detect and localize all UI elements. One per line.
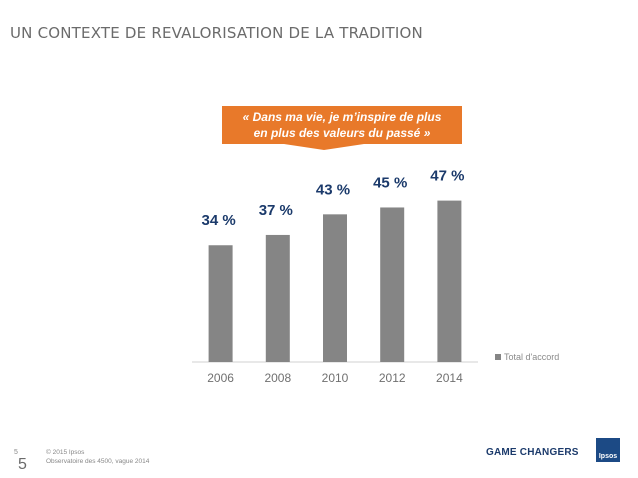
x-tick-label-2012: 2012 [379, 371, 406, 385]
bar-2008 [265, 234, 290, 362]
source-text: Observatoire des 4500, vague 2014 [46, 458, 150, 465]
ipsos-logo: Ipsos [596, 438, 620, 462]
data-label-2008: 37 % [259, 202, 293, 219]
x-tick-label-2010: 2010 [322, 371, 349, 385]
quote-line-2: en plus des valeurs du passé » [253, 126, 431, 140]
chart-legend: Total d'accord [495, 352, 559, 362]
slide-title: UN CONTEXTE DE REVALORISATION DE LA TRAD… [10, 24, 423, 42]
callout-arrow [284, 144, 364, 150]
quote-line-1: « Dans ma vie, je m’inspire de plus [242, 110, 442, 124]
x-tick-label-2008: 2008 [264, 371, 291, 385]
legend-label: Total d'accord [504, 352, 560, 362]
data-label-2006: 34 % [201, 212, 235, 229]
quote-callout: « Dans ma vie, je m’inspire de plus en p… [222, 106, 462, 144]
page-number-small: 5 [14, 449, 18, 456]
copyright-text: © 2015 Ipsos [46, 449, 85, 456]
x-tick-label-2006: 2006 [207, 371, 234, 385]
legend-swatch [495, 354, 501, 360]
data-label-2010: 43 % [316, 181, 350, 198]
data-label-2012: 45 % [373, 174, 407, 191]
bar-2010 [323, 214, 347, 362]
page-number: 5 [18, 456, 27, 473]
footer-source: © 2015 Ipsos Observatoire des 4500, vagu… [46, 448, 149, 466]
tagline: GAME CHANGERS [486, 447, 579, 458]
bar-2014 [437, 200, 462, 362]
bar-2006 [208, 245, 233, 362]
data-label-2014: 47 % [430, 168, 464, 185]
x-tick-label-2014: 2014 [436, 371, 463, 385]
bar-2012 [380, 207, 405, 362]
